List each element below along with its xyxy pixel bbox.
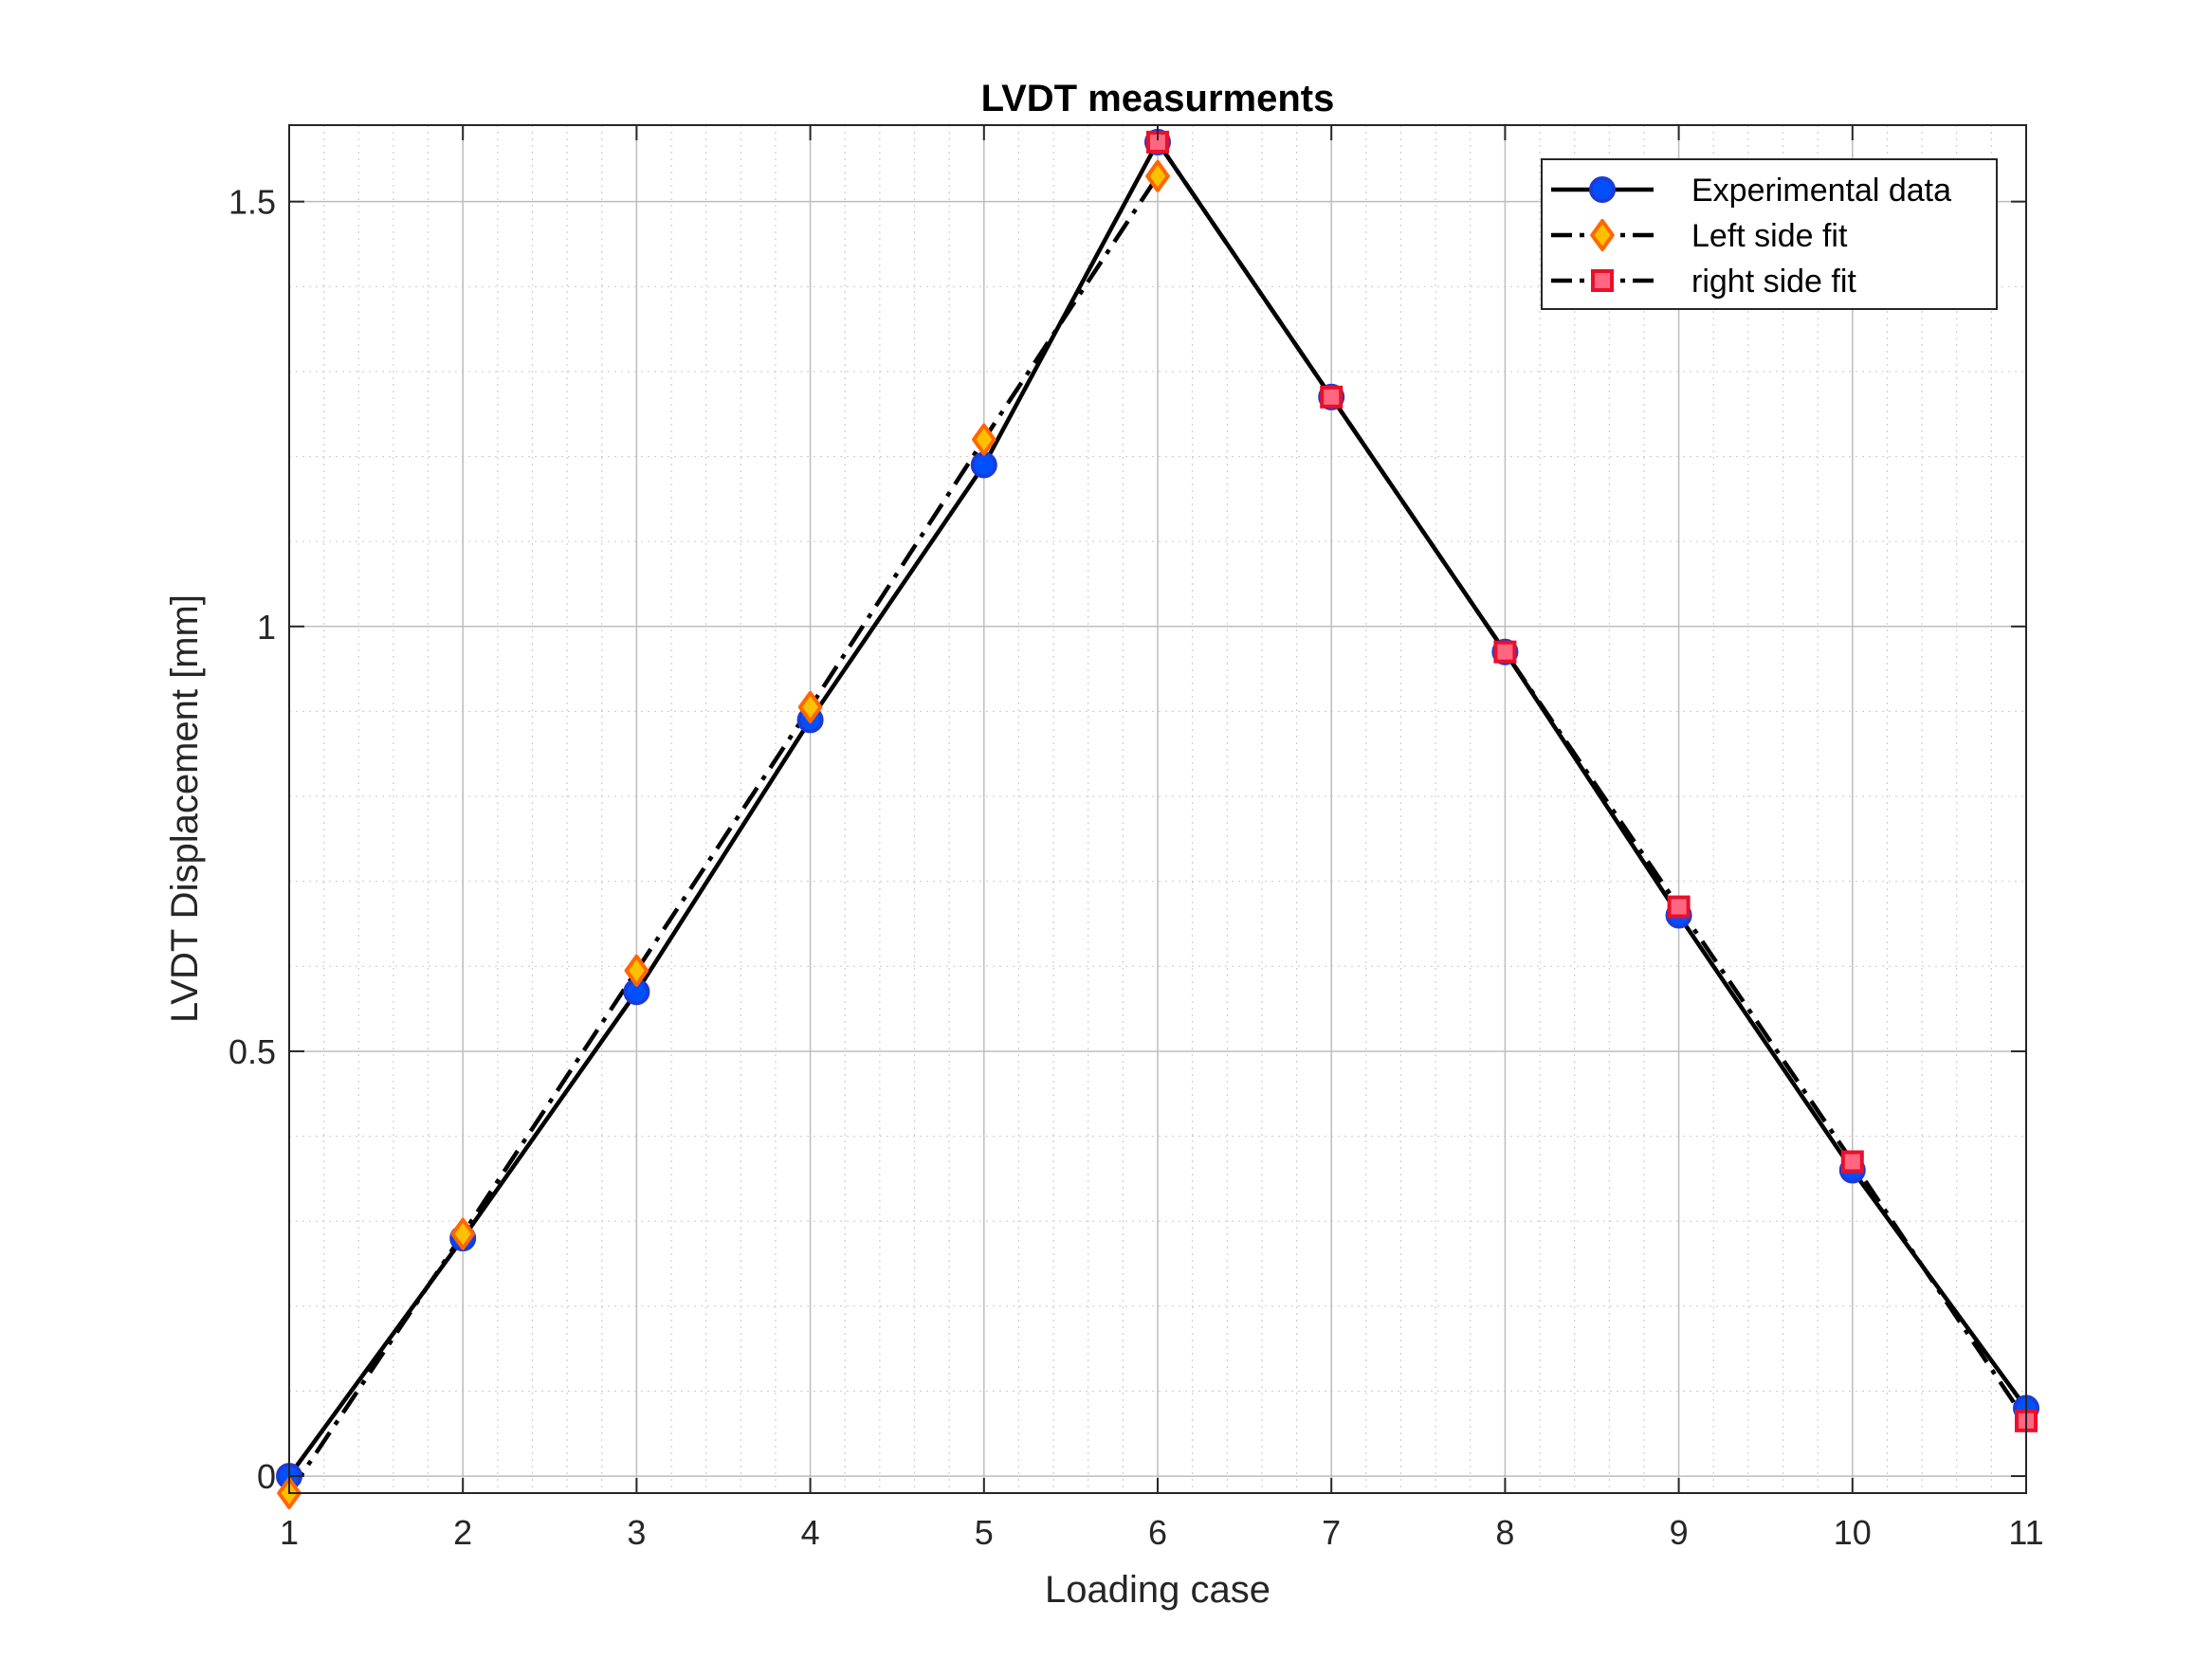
data-point-right-side-fit [1840, 1150, 1864, 1174]
data-point-left-side-fit [797, 690, 823, 723]
legend-marker [1589, 176, 1616, 203]
x-tick-label: 10 [1834, 1513, 1872, 1552]
legend: Experimental data Left side fit right side… [1541, 158, 1998, 310]
x-tick-label: 11 [2008, 1513, 2043, 1552]
y-tick-labels: 0 0.5 1 1.5 [229, 183, 276, 1496]
data-point-left-side-fit [972, 423, 996, 456]
x-tick-label: 9 [1670, 1513, 1689, 1552]
chart-title: LVDT measurments [981, 78, 1335, 119]
x-tick-label: 5 [975, 1513, 994, 1552]
y-tick-label: 0 [257, 1457, 276, 1496]
data-point-right-side-fit [1320, 385, 1344, 409]
legend-label: Left side fit [1691, 218, 1848, 254]
minor-grid [289, 125, 2026, 1493]
x-tick-label: 1 [280, 1513, 299, 1552]
legend-box [1541, 158, 1998, 310]
y-tick-label: 0.5 [229, 1032, 276, 1071]
legend-label: right side fit [1691, 264, 1856, 300]
x-tick-label: 2 [453, 1513, 472, 1552]
x-tick-label: 8 [1495, 1513, 1514, 1552]
x-tick-labels: 1 2 3 4 5 6 7 8 9 10 11 [280, 1513, 2044, 1552]
y-tick-label: 1 [257, 608, 276, 647]
legend-marker [1590, 219, 1615, 251]
legend-label: Experimental data [1691, 173, 1951, 209]
data-point-left-side-fit [1145, 159, 1170, 192]
x-tick-label: 3 [627, 1513, 646, 1552]
data-point-right-side-fit [1493, 640, 1517, 664]
x-tick-label: 7 [1322, 1513, 1341, 1552]
x-tick-label: 4 [801, 1513, 820, 1552]
y-axis-label: LVDT Displacement [mm] [164, 594, 206, 1023]
x-axis-label: Loading case [1045, 1569, 1271, 1611]
y-tick-label: 1.5 [229, 183, 276, 222]
legend-marker [1591, 269, 1614, 292]
data-point-experimental-data [970, 451, 997, 479]
data-point-right-side-fit [1667, 895, 1691, 919]
data-point-left-side-fit [450, 1217, 475, 1250]
axis-ticks [288, 125, 2027, 1493]
major-grid [289, 125, 2026, 1493]
x-tick-label: 6 [1148, 1513, 1167, 1552]
data-point-left-side-fit [624, 954, 649, 987]
